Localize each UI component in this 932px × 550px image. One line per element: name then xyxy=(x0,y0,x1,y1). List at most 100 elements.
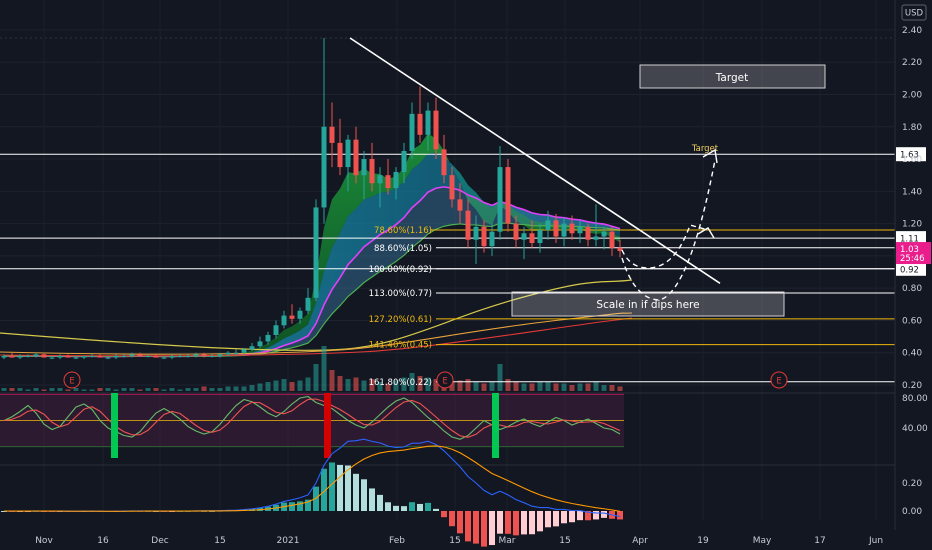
candle-body xyxy=(41,354,47,358)
volume-bar xyxy=(1,388,7,391)
last-price-countdown: 25:46 xyxy=(900,254,925,264)
candle-body xyxy=(65,355,71,358)
candle-body xyxy=(537,230,543,243)
candle-body xyxy=(161,357,167,359)
volume-bar xyxy=(553,383,559,391)
volume-bar xyxy=(513,382,519,391)
candle-body xyxy=(97,355,103,358)
price-tick: 2.40 xyxy=(902,26,922,36)
scale-in-box xyxy=(511,291,785,317)
volume-bar xyxy=(233,386,239,391)
volume-bar xyxy=(273,380,279,391)
candle-body xyxy=(265,334,271,342)
macd-hist-bar xyxy=(585,511,591,521)
candle-body xyxy=(217,354,223,356)
macd-tick: 0.00 xyxy=(902,507,922,517)
candle-body xyxy=(257,341,263,347)
candle-body xyxy=(73,357,79,359)
volume-bar xyxy=(257,383,263,391)
volume-bar xyxy=(417,376,423,391)
osc-tick: 80.00 xyxy=(902,394,928,404)
time-tick: Mar xyxy=(499,536,516,546)
volume-bar xyxy=(505,379,511,391)
price-tick: 2.00 xyxy=(902,90,922,100)
price-tick: 0.60 xyxy=(902,316,922,326)
volume-bar xyxy=(129,388,135,391)
volume-bar xyxy=(217,388,223,391)
scale-in-label: Scale in if dips here xyxy=(596,299,699,311)
time-tick: Dec xyxy=(151,536,168,546)
volume-bar xyxy=(617,386,623,391)
macd-hist-bar xyxy=(553,511,559,527)
candle-body xyxy=(417,113,423,135)
arrow-head xyxy=(697,227,715,239)
macd-hist-bar xyxy=(297,501,303,511)
target-box-label: Target xyxy=(715,72,748,84)
volume-bar xyxy=(225,386,231,391)
time-tick: 15 xyxy=(214,536,225,546)
candles xyxy=(1,37,623,360)
candle-body xyxy=(9,355,15,358)
level-tag xyxy=(896,261,926,276)
macd-hist-bar xyxy=(505,511,511,534)
volume-bar xyxy=(209,388,215,391)
candle-body xyxy=(561,223,567,237)
candle-body xyxy=(241,349,247,353)
earnings-marker-label: E xyxy=(69,377,74,387)
earnings-marker-label: E xyxy=(442,377,447,387)
macd-hist-bar xyxy=(513,511,519,536)
volume-bar xyxy=(321,346,327,391)
candle-body xyxy=(473,226,479,240)
currency-button xyxy=(901,4,927,21)
candle-body xyxy=(121,355,127,357)
candle-body xyxy=(273,325,279,335)
price-tick: 0.40 xyxy=(902,349,922,359)
macd-hist-bar xyxy=(321,468,327,511)
volume-bar xyxy=(241,386,247,391)
volume-bar xyxy=(289,382,295,391)
candle-body xyxy=(305,297,311,311)
macd-hist-bar xyxy=(393,505,399,511)
candle-body xyxy=(209,355,215,357)
sma-orange xyxy=(0,312,633,355)
macd-hist-bar xyxy=(305,499,311,511)
path-b xyxy=(621,159,716,301)
volume-bar xyxy=(265,382,271,391)
volume-bar xyxy=(105,388,111,391)
fib-label: 141.40%(0.45) xyxy=(369,341,432,351)
macd-hist-bar xyxy=(569,511,575,523)
level-tag-label: 1.11 xyxy=(900,235,919,245)
candle-body xyxy=(225,352,231,355)
candle-body xyxy=(201,354,207,356)
volume-bar xyxy=(585,383,591,391)
volume-bar xyxy=(537,382,543,391)
last-price-value: 1.03 xyxy=(900,245,919,255)
volume-bar xyxy=(297,380,303,391)
macd-hist-bar xyxy=(417,503,423,511)
macd-hist-bar xyxy=(441,511,447,518)
macd-hist-bar xyxy=(353,473,359,511)
candle-body xyxy=(489,231,495,247)
candle-body xyxy=(425,110,431,135)
volume-bar xyxy=(65,389,71,391)
candle-body xyxy=(465,210,471,240)
volume-bar xyxy=(521,383,527,391)
volume-bar xyxy=(385,383,391,391)
time-tick: 15 xyxy=(559,536,570,546)
candle-body xyxy=(113,355,119,358)
candle-body xyxy=(601,231,607,237)
macd-hist-bar xyxy=(545,511,551,528)
ribbon-mid xyxy=(4,152,620,357)
candle-body xyxy=(105,357,111,359)
candle-body xyxy=(345,139,351,168)
volume-bar xyxy=(425,377,431,391)
price-tick: 1.60 xyxy=(902,155,922,165)
candle-body xyxy=(153,355,159,358)
macd-hist-bar xyxy=(473,511,479,544)
candle-body xyxy=(457,199,463,211)
volume-bar xyxy=(313,364,319,391)
sma-yellow xyxy=(0,279,633,351)
volume-bar xyxy=(185,388,191,391)
candle-body xyxy=(441,149,447,176)
